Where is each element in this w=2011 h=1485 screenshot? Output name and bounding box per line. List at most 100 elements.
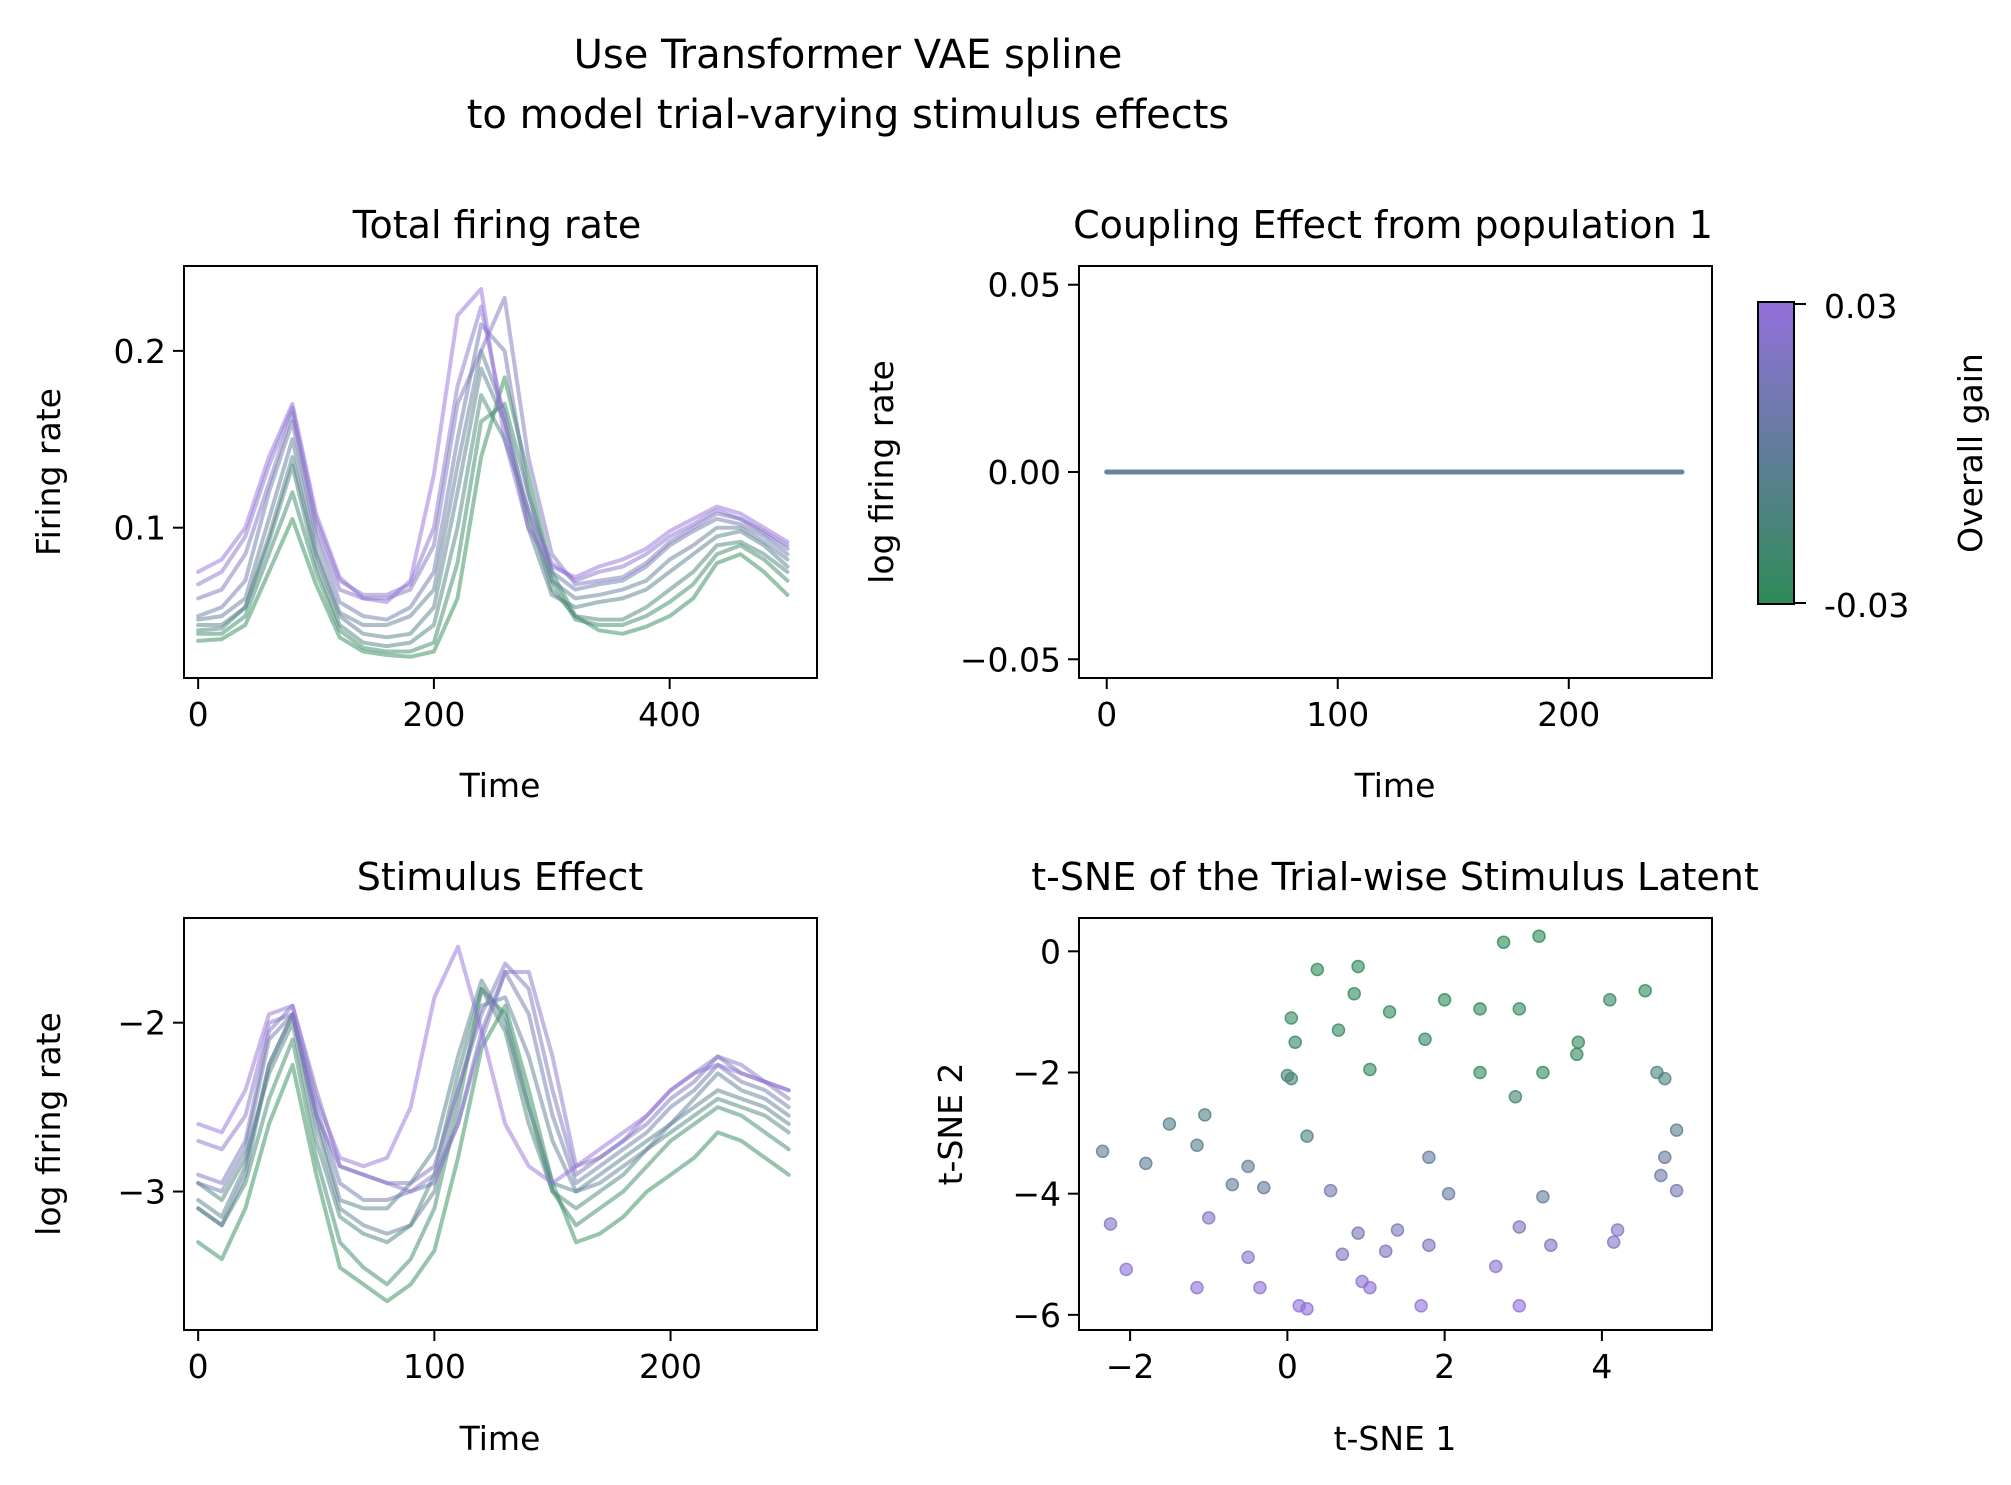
y-tick-label: −6: [1012, 1296, 1061, 1335]
scatter-point-63: [1414, 1299, 1428, 1313]
colorbar-tick-label-low: -0.03: [1824, 586, 1909, 625]
scatter-point-13: [1331, 1023, 1346, 1037]
colorbar-label: Overall gain: [1951, 353, 1990, 553]
x-axis-label: t-SNE 1: [1334, 1419, 1457, 1458]
panel-total-firing-rate: Total firing rate 0 200 400 0.1 0.2 Time Fir…: [29, 203, 818, 805]
scatter-point-40: [1422, 1150, 1436, 1165]
scatter-point-56: [1119, 1262, 1133, 1277]
scatter-point-28: [1654, 1168, 1668, 1183]
scatter-point-8: [1437, 993, 1452, 1007]
scatter-point-3: [1347, 986, 1361, 1001]
scatter-point-4: [1496, 935, 1511, 949]
scatter-point-32: [1198, 1108, 1212, 1122]
scatter-point-51: [1544, 1238, 1558, 1252]
y-tick-label: −3: [117, 1173, 166, 1212]
panel-title: Stimulus Effect: [357, 855, 644, 899]
scatter-point-64: [1512, 1299, 1527, 1313]
scatter-point-1: [1310, 962, 1325, 977]
scatter-point-16: [1571, 1035, 1586, 1049]
y-tick-label: 0.2: [114, 332, 166, 371]
scatter-point-54: [1241, 1250, 1255, 1265]
colorbar-gradient: [1757, 301, 1795, 605]
scatter-point-11: [1382, 1005, 1397, 1019]
scatter-point-27: [1658, 1150, 1672, 1165]
scatter-point-30: [1300, 1129, 1314, 1143]
scatter-point-23: [1508, 1089, 1523, 1104]
plot-frame: [183, 265, 818, 679]
series-line-9: [196, 287, 790, 604]
scatter-point-10: [1512, 1002, 1527, 1016]
x-tick-label: 200: [402, 695, 465, 734]
scatter-point-48: [1378, 1244, 1393, 1258]
panel-title: t-SNE of the Trial-wise Stimulus Latent: [1031, 855, 1759, 899]
scatter-point-26: [1669, 1123, 1684, 1137]
panel-title: Total firing rate: [352, 203, 641, 247]
y-tick-label: −0.05: [960, 640, 1061, 679]
scatter-point-29: [1669, 1183, 1684, 1198]
scatter-point-15: [1418, 1032, 1432, 1046]
y-axis-label: log firing rate: [862, 360, 901, 584]
y-tick-label: 0.1: [114, 509, 166, 548]
plot-area: 0 100 200 −3 −2: [117, 917, 818, 1386]
x-tick-label: 0: [188, 695, 209, 734]
x-tick-label: 0: [188, 1347, 209, 1386]
y-axis-label: log firing rate: [29, 1012, 68, 1236]
scatter-point-38: [1257, 1180, 1271, 1195]
scatter-point-5: [1532, 929, 1546, 943]
scatter-point-35: [1095, 1144, 1110, 1159]
scatter-point-44: [1201, 1211, 1216, 1225]
scatter-point-45: [1351, 1226, 1365, 1240]
series-line-4: [196, 366, 790, 640]
x-tick-label: 0: [1096, 695, 1117, 734]
scatter-point-7: [1603, 993, 1617, 1007]
scatter-point-57: [1190, 1280, 1204, 1295]
y-tick-label: 0.00: [988, 453, 1061, 492]
scatter-point-58: [1253, 1280, 1267, 1295]
series-line-5: [196, 348, 790, 627]
colorbar: 0.03 -0.03 Overall gain: [1757, 287, 1990, 625]
plot-area: 0 100 200 −0.05 0.00 0.05: [960, 265, 1713, 734]
y-tick-label: −2: [1012, 1054, 1061, 1093]
scatter-point-53: [1606, 1235, 1621, 1249]
x-tick-label: 2: [1434, 1347, 1455, 1386]
panel-title: Coupling Effect from population 1: [1073, 203, 1713, 247]
scatter-point-46: [1390, 1223, 1405, 1237]
scatter-point-39: [1323, 1183, 1338, 1198]
scatter-point-33: [1190, 1138, 1204, 1152]
x-tick-label: 200: [1537, 695, 1600, 734]
x-tick-label: 100: [1306, 695, 1369, 734]
figure-title-line-2: to model trial-varying stimulus effects: [467, 92, 1230, 138]
scatter-point-25: [1658, 1071, 1672, 1086]
scatter-point-17: [1570, 1047, 1584, 1062]
x-axis-label: Time: [1354, 766, 1436, 805]
plot-area: −2 0 2 4 −6 −4 −2 0: [1012, 917, 1713, 1386]
y-tick-label: 0.05: [988, 266, 1061, 305]
scatter-point-22: [1284, 1071, 1299, 1086]
scatter-point-60: [1363, 1280, 1377, 1295]
scatter-point-43: [1103, 1217, 1118, 1231]
colorbar-tick-label-high: 0.03: [1824, 287, 1897, 326]
x-axis-label: Time: [459, 766, 541, 805]
scatter-point-41: [1441, 1186, 1456, 1201]
plot-frame: [1078, 917, 1713, 1331]
y-axis-label: t-SNE 2: [931, 1063, 970, 1186]
scatter-point-14: [1288, 1035, 1302, 1049]
panel-coupling-effect: Coupling Effect from population 1 0 100 20…: [862, 203, 1713, 805]
scatter-point-9: [1473, 1002, 1487, 1016]
scatter-point-42: [1536, 1189, 1550, 1204]
series-line-9: [196, 944, 791, 1186]
x-tick-label: 400: [638, 695, 701, 734]
x-tick-label: 4: [1591, 1347, 1612, 1386]
series-line-3: [196, 393, 790, 649]
scatter-point-31: [1162, 1117, 1177, 1131]
figure-title-line-1: Use Transformer VAE spline: [574, 32, 1123, 78]
plot-frame: [183, 917, 818, 1331]
scatter-point-20: [1536, 1065, 1550, 1080]
panel-stimulus-effect: Stimulus Effect 0 100 200 −3 −2 Time log fir…: [29, 855, 818, 1458]
x-tick-label: 200: [639, 1347, 702, 1386]
y-axis-label: Firing rate: [29, 388, 68, 556]
scatter-point-19: [1473, 1065, 1487, 1080]
series-line-7: [196, 295, 790, 601]
plot-area: 0 200 400 0.1 0.2: [114, 265, 818, 734]
scatter-point-12: [1284, 1011, 1299, 1025]
